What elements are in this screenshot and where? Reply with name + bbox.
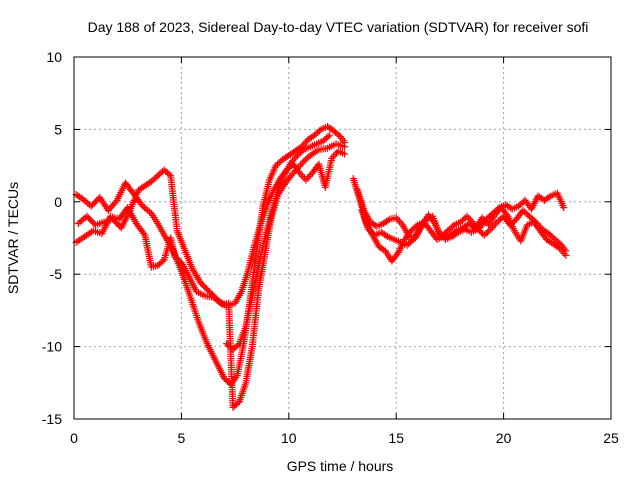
data-point xyxy=(324,133,332,141)
x-tick-label: 15 xyxy=(388,430,404,446)
data-point xyxy=(298,159,306,167)
data-point xyxy=(545,193,553,201)
data-point xyxy=(298,147,306,155)
y-axis-label: SDTVAR / TECUs xyxy=(5,182,21,294)
y-tick-label: -10 xyxy=(42,339,62,355)
data-point xyxy=(165,170,173,178)
data-point xyxy=(159,257,167,265)
x-tick-label: 5 xyxy=(178,430,186,446)
data-point xyxy=(341,143,349,151)
data-point xyxy=(453,229,461,237)
series-track-e xyxy=(349,175,570,265)
x-tick-label: 10 xyxy=(281,430,297,446)
data-point xyxy=(494,205,502,213)
data-point xyxy=(112,198,120,206)
data-point xyxy=(234,341,242,349)
x-axis-ticks: 0 5 10 15 20 25 xyxy=(70,57,619,446)
y-tick-label: -5 xyxy=(50,266,63,282)
data-point xyxy=(562,247,570,255)
data-point xyxy=(140,229,148,237)
data-point xyxy=(234,399,242,407)
data-point xyxy=(382,231,390,239)
y-tick-label: 5 xyxy=(54,121,62,137)
data-point xyxy=(395,217,403,225)
data-point xyxy=(530,217,538,225)
x-axis-label: GPS time / hours xyxy=(287,458,394,474)
data-point xyxy=(305,172,313,180)
series-track-g xyxy=(358,206,570,255)
x-tick-label: 0 xyxy=(70,430,78,446)
data-point xyxy=(341,150,349,158)
data-point xyxy=(556,240,564,248)
data-point xyxy=(560,204,568,212)
series-track-a xyxy=(72,123,349,388)
y-axis-ticks: -15 -10 -5 0 5 10 xyxy=(42,49,611,427)
data-point xyxy=(146,208,154,216)
gridlines xyxy=(74,57,611,419)
data-point xyxy=(465,214,473,222)
x-tick-label: 20 xyxy=(496,430,512,446)
y-tick-label: -15 xyxy=(42,411,62,427)
data-point xyxy=(449,222,457,230)
data-point xyxy=(394,216,402,224)
data-point xyxy=(304,174,312,182)
data-point xyxy=(138,200,146,208)
data-point xyxy=(326,131,334,139)
data-point xyxy=(485,227,493,235)
data-point xyxy=(313,147,321,155)
data-point xyxy=(302,176,310,184)
data-point xyxy=(299,172,307,180)
data-point xyxy=(301,139,309,147)
data-point xyxy=(335,131,343,139)
chart-title: Day 188 of 2023, Sidereal Day-to-day VTE… xyxy=(88,19,589,35)
data-points xyxy=(72,123,570,411)
data-point xyxy=(315,127,323,135)
series-track-f xyxy=(354,186,568,242)
data-point xyxy=(384,216,392,224)
series-track-b xyxy=(72,140,349,411)
y-tick-label: 10 xyxy=(46,49,62,65)
series-track-c xyxy=(74,147,349,310)
series-track-d xyxy=(223,131,334,353)
y-tick-label: 0 xyxy=(54,194,62,210)
x-tick-label: 25 xyxy=(603,430,619,446)
plot-frame xyxy=(73,56,612,420)
